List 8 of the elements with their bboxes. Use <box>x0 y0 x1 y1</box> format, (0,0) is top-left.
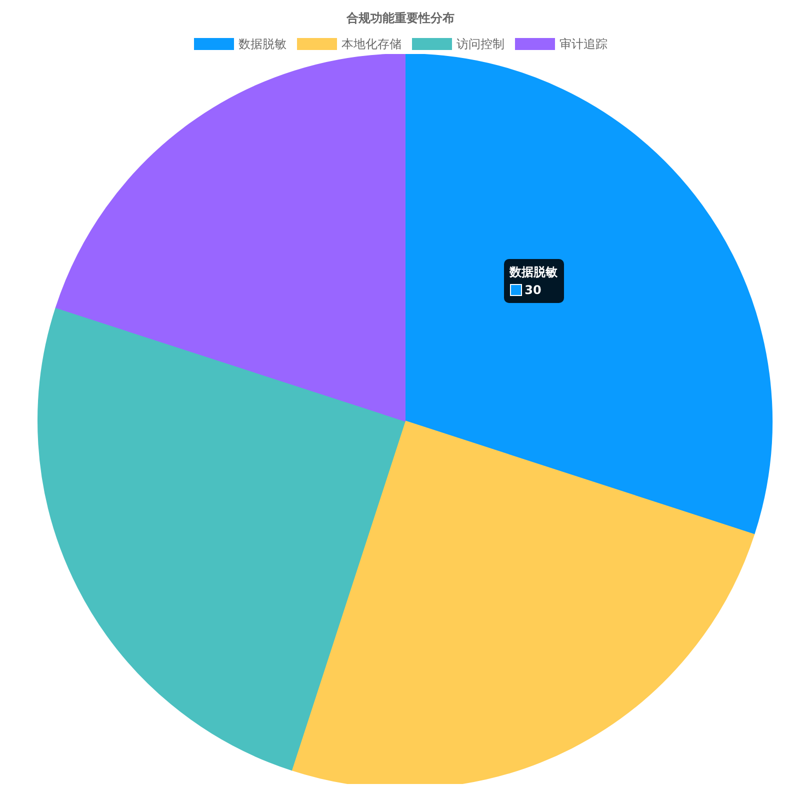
slice-label: 数据脱敏 <box>510 264 558 281</box>
legend-label: 数据脱敏 <box>238 36 286 52</box>
data-label: 30 <box>524 282 542 299</box>
legend-label: 审计追踪 <box>560 36 608 52</box>
tooltip-box: 数据脱敏 30 <box>504 258 564 303</box>
chart-title: 合规功能重要性分布 <box>346 10 456 27</box>
legend-label: 访问控制 <box>456 36 504 52</box>
legend-label: 本地化存储 <box>342 36 402 52</box>
